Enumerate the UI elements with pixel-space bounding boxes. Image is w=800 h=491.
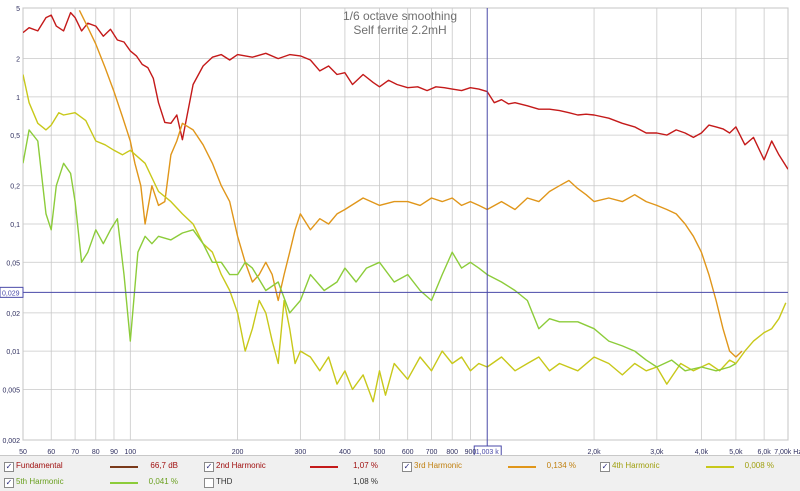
series-line-2nd-harmonic (23, 11, 788, 170)
x-tick-label: 100 (124, 449, 136, 455)
cursor-y-readout-box (0, 286, 24, 298)
legend-color-swatch (110, 466, 138, 468)
x-tick-label: 50 (19, 449, 27, 455)
chart-subtitle: Self ferrite 2.2mH (353, 23, 446, 37)
legend-series-name: THD (216, 477, 233, 486)
legend-item-4th-harmonic[interactable]: ✓ 4th Harmonic 0,008 % (600, 460, 796, 474)
legend-series-name: 4th Harmonic (612, 461, 660, 470)
legend-series-name: 5th Harmonic (16, 477, 64, 486)
x-tick-label: 700 (426, 449, 438, 455)
x-tick-label: 2,0k (587, 449, 601, 455)
distortion-chart[interactable]: 1,003 k 0,029 5 2 1 0,5 0,2 0,1 0,05 0,02 0,01 0,0… (0, 0, 800, 455)
x-tick-label: 7,00k Hz (774, 449, 800, 455)
x-tick-label: 70 (71, 449, 79, 455)
y-tick-label: 0,5 (10, 133, 20, 140)
cursor-x-readout: 1,003 k (476, 449, 499, 455)
x-tick-label: 3,0k (650, 449, 664, 455)
legend-series-name: 2nd Harmonic (216, 461, 266, 470)
legend-item-2nd-harmonic[interactable]: ✓ 2nd Harmonic 1,07 % (204, 460, 400, 474)
cursor-y-readout: 0,029 (2, 290, 20, 297)
x-tick-label: 5,0k (729, 449, 743, 455)
x-tick-label: 800 (446, 449, 458, 455)
legend-item-5th-harmonic[interactable]: ✓ 5th Harmonic 0,041 % (4, 476, 200, 490)
y-axis-tick-labels: 5 2 1 0,5 0,2 0,1 0,05 0,02 0,01 0,005 0,002 (2, 6, 20, 445)
legend-panel: ✓ Fundamental 66,7 dB ✓ 2nd Harmonic 1,07 % ✓ 3… (0, 455, 800, 491)
legend-series-name: Fundamental (16, 461, 63, 470)
y-tick-label: 0,05 (6, 260, 20, 267)
legend-checkbox[interactable] (204, 478, 214, 488)
x-tick-label: 900 (465, 449, 477, 455)
legend-color-swatch (706, 466, 734, 468)
y-tick-label: 1 (16, 95, 20, 102)
x-tick-label: 80 (92, 449, 100, 455)
x-tick-label: 90 (110, 449, 118, 455)
legend-color-swatch (110, 482, 138, 484)
legend-checkbox[interactable]: ✓ (402, 462, 412, 472)
y-tick-label: 2 (16, 57, 20, 64)
y-tick-label: 0,01 (6, 349, 20, 356)
legend-item-fundamental[interactable]: ✓ Fundamental 66,7 dB (4, 460, 200, 474)
legend-checkbox[interactable]: ✓ (4, 462, 14, 472)
legend-color-swatch (310, 482, 338, 484)
x-tick-label: 60 (47, 449, 55, 455)
legend-value: 0,041 % (148, 477, 178, 486)
cursor-x-readout-box (473, 445, 502, 455)
y-tick-label: 0,002 (2, 438, 20, 445)
legend-value: 1,07 % (353, 461, 378, 470)
series-lines (23, 9, 788, 403)
legend-item-thd[interactable]: THD 1,08 % (204, 476, 400, 490)
x-axis-tick-labels: 50 60 70 80 90 100 200 300 400 500 600 700 800 900 2,0… (19, 449, 800, 455)
chart-title: 1/6 octave smoothing (343, 9, 457, 23)
y-tick-label: 5 (16, 6, 20, 13)
x-tick-label: 200 (232, 449, 244, 455)
legend-value: 1,08 % (353, 477, 378, 486)
legend-checkbox[interactable]: ✓ (204, 462, 214, 472)
legend-checkbox[interactable]: ✓ (600, 462, 610, 472)
y-tick-label: 0,1 (10, 222, 20, 229)
y-tick-label: 0,02 (6, 311, 20, 318)
y-tick-label: 0,2 (10, 184, 20, 191)
legend-series-name: 3rd Harmonic (414, 461, 463, 470)
x-tick-label: 400 (339, 449, 351, 455)
legend-color-swatch (310, 466, 338, 468)
legend-checkbox[interactable]: ✓ (4, 478, 14, 488)
series-line-3rd-harmonic (78, 9, 743, 358)
legend-color-swatch (508, 466, 536, 468)
legend-item-3rd-harmonic[interactable]: ✓ 3rd Harmonic 0,134 % (402, 460, 598, 474)
legend-value: 66,7 dB (150, 461, 178, 470)
x-tick-label: 300 (295, 449, 307, 455)
x-tick-label: 500 (374, 449, 386, 455)
series-line-5th-harmonic (23, 129, 737, 372)
legend-value: 0,008 % (744, 461, 774, 470)
x-tick-label: 4,0k (695, 449, 709, 455)
series-line-4th-harmonic (23, 74, 787, 403)
chart-grid (22, 7, 789, 441)
legend-value: 0,134 % (546, 461, 576, 470)
x-tick-label: 600 (402, 449, 414, 455)
x-tick-label: 6,0k (758, 449, 772, 455)
crosshair-cursor[interactable]: 1,003 k 0,029 (0, 8, 788, 455)
y-tick-label: 0,005 (2, 387, 20, 394)
